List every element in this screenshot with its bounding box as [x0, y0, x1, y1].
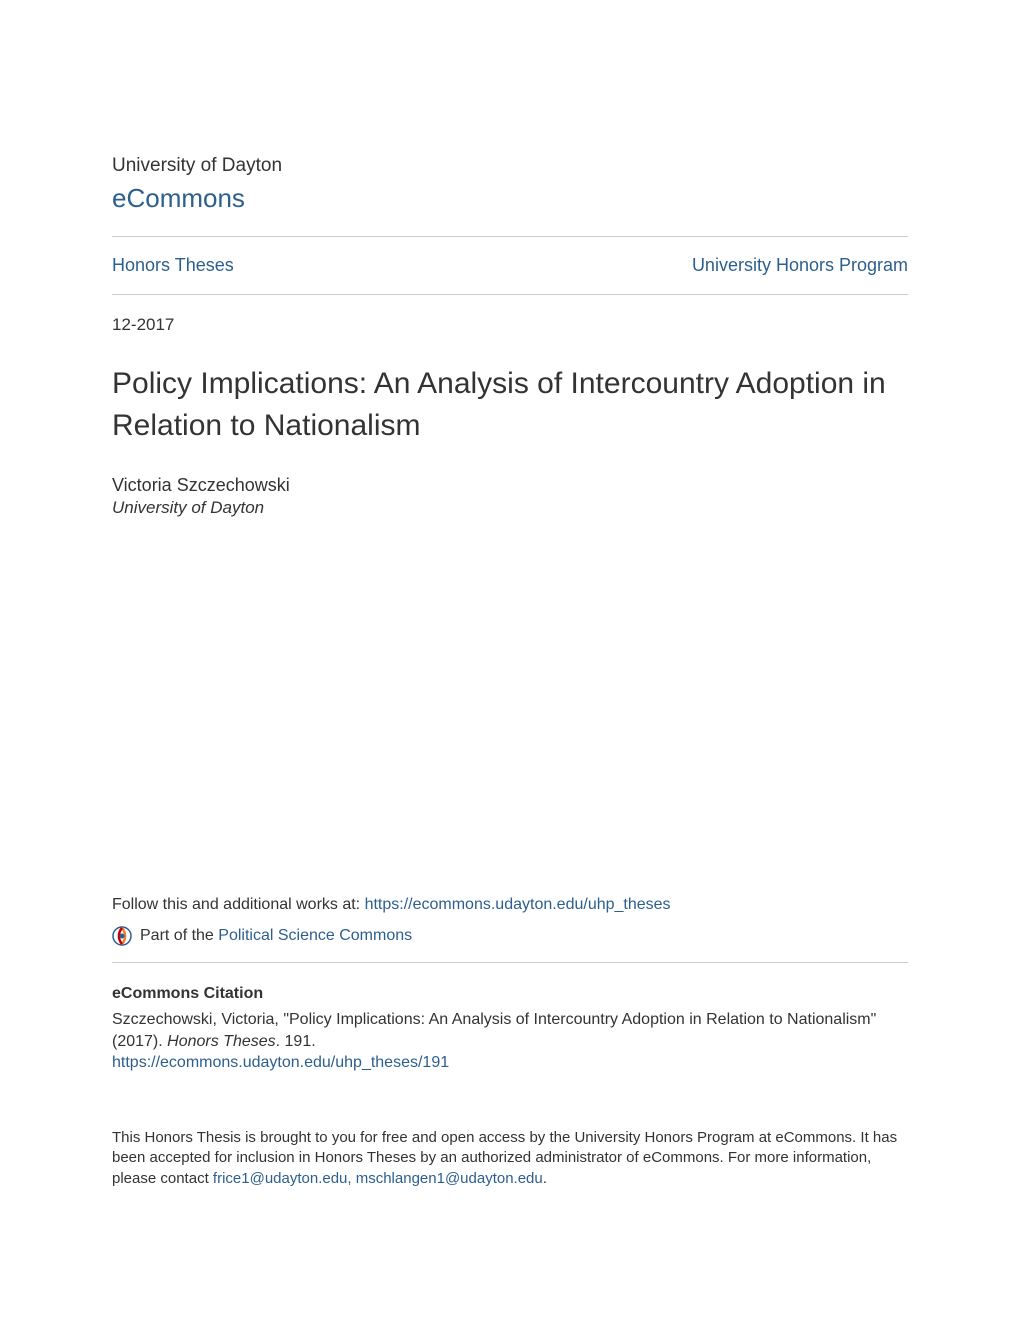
- follow-section: Follow this and additional works at: htt…: [112, 896, 908, 1189]
- author-name: Victoria Szczechowski: [112, 475, 908, 496]
- footer-email-link[interactable]: frice1@udayton.edu, mschlangen1@udayton.…: [213, 1170, 543, 1187]
- citation-series: Honors Theses: [167, 1033, 276, 1050]
- citation-url-link[interactable]: https://ecommons.udayton.edu/uhp_theses/…: [112, 1054, 908, 1072]
- footer-post: .: [543, 1170, 547, 1187]
- repository-name: eCommons: [112, 183, 908, 214]
- page-container: University of Dayton eCommons Honors The…: [0, 0, 1020, 1320]
- part-of-link[interactable]: Political Science Commons: [218, 927, 412, 944]
- breadcrumb: Honors Theses University Honors Program: [112, 237, 908, 294]
- publication-date: 12-2017: [112, 315, 908, 335]
- citation-heading: eCommons Citation: [112, 985, 908, 1003]
- network-icon: [112, 926, 132, 946]
- citation-text: Szczechowski, Victoria, "Policy Implicat…: [112, 1009, 908, 1052]
- follow-link[interactable]: https://ecommons.udayton.edu/uhp_theses: [365, 896, 671, 913]
- part-of-row: Part of the Political Science Commons: [112, 926, 908, 946]
- nav-left-link[interactable]: Honors Theses: [112, 255, 234, 276]
- part-of-prefix: Part of the: [140, 927, 218, 944]
- institution-label: University of Dayton: [112, 155, 908, 177]
- nav-right-link[interactable]: University Honors Program: [692, 255, 908, 276]
- follow-prefix: Follow this and additional works at:: [112, 896, 365, 913]
- repository-link[interactable]: eCommons: [112, 183, 245, 213]
- part-of-text: Part of the Political Science Commons: [140, 927, 412, 945]
- divider-nav: [112, 294, 908, 295]
- citation-post: . 191.: [276, 1033, 316, 1050]
- divider-citation: [112, 962, 908, 963]
- author-affiliation: University of Dayton: [112, 498, 908, 518]
- follow-text: Follow this and additional works at: htt…: [112, 896, 908, 914]
- page-title: Policy Implications: An Analysis of Inte…: [112, 363, 908, 447]
- footer-text: This Honors Thesis is brought to you for…: [112, 1128, 908, 1189]
